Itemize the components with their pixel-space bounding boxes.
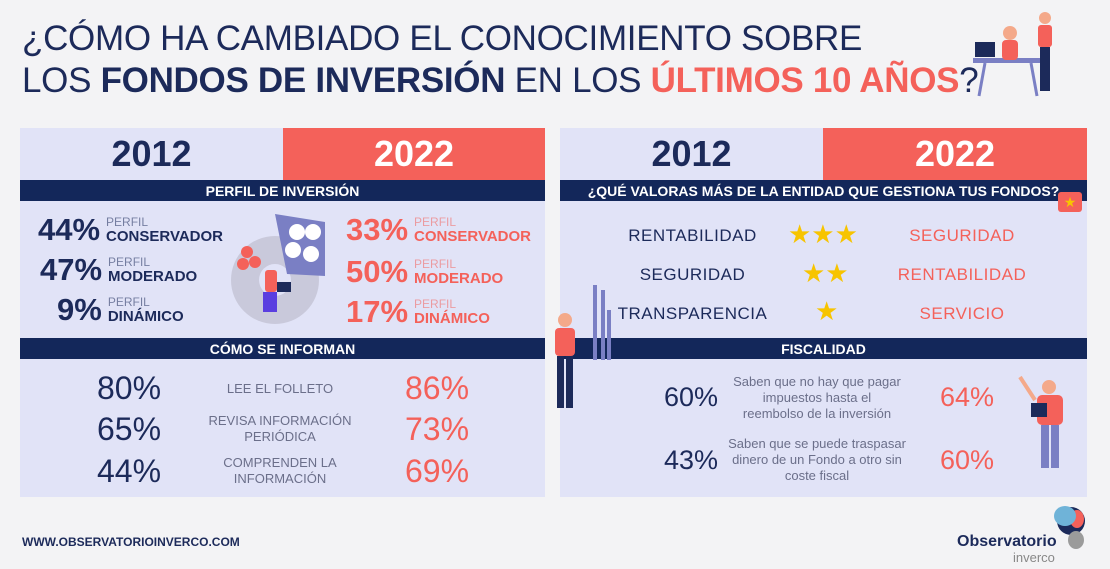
star-chat-icon: ★ (1058, 192, 1082, 212)
fiscalidad-label: Saben que se puede traspasar dinero de u… (728, 436, 906, 483)
logo-main-text: Observatorio (957, 533, 1057, 550)
logo-circles-icon (1054, 506, 1085, 549)
fiscalidad-2022-value: 64% (940, 382, 995, 412)
informan-label: LEE EL FOLLETO (226, 381, 334, 396)
informan-2012-value: 80% (97, 370, 162, 406)
informan-label: REVISA INFORMACIÓN PERIÓDICA (208, 413, 352, 444)
perfil-row: 9% PERFIL DINÁMICO (57, 292, 184, 327)
valoras-header: ¿QUÉ VALORAS MÁS DE LA ENTIDAD QUE GESTI… (560, 180, 1087, 201)
valoras-2022-item: SERVICIO (919, 304, 1005, 323)
valoras-2022-item: RENTABILIDAD (897, 265, 1027, 284)
stars-2-icon: ★★ (802, 258, 849, 288)
valoras-2022-item: SEGURIDAD (909, 226, 1015, 245)
informan-2012-value: 44% (97, 453, 162, 489)
year-2012-label: 2012 (111, 133, 192, 174)
perfil-row: 17% PERFIL DINÁMICO (346, 294, 490, 329)
pie-chart-woman-illustration (231, 214, 325, 324)
informan-2022-value: 69% (405, 453, 470, 489)
perfil-row: 44% PERFIL CONSERVADOR (38, 212, 224, 247)
stars-3-icon: ★★★ (788, 219, 858, 249)
valoras-2012-item: SEGURIDAD (639, 265, 746, 284)
man-tablet-illustration (1018, 375, 1063, 468)
observatorio-inverco-logo: Observatorio inverco (955, 505, 1095, 565)
informan-2012-value: 65% (97, 411, 162, 447)
informan-label: COMPRENDEN LA INFORMACIÓN (223, 455, 337, 486)
stars-1-icon: ★ (815, 296, 839, 326)
perfil-row: 47% PERFIL MODERADO (40, 252, 198, 287)
title-line-2: LOS FONDOS DE INVERSIÓN EN LOS ÚLTIMOS 1… (22, 61, 979, 100)
fiscalidad-2012-value: 60% (664, 382, 719, 412)
perfil-row: 50% PERFIL MODERADO (346, 254, 504, 289)
people-laptop-illustration (973, 12, 1052, 97)
fiscalidad-2022-value: 60% (940, 445, 995, 475)
year-2012-label: 2012 (651, 133, 732, 174)
fiscalidad-header: FISCALIDAD (560, 338, 1087, 359)
page-title: ¿CÓMO HA CAMBIADO EL CONOCIMIENTO SOBRE … (22, 18, 979, 102)
year-2022-label: 2022 (823, 128, 1087, 180)
informan-header: CÓMO SE INFORMAN (20, 338, 545, 359)
website-link[interactable]: WWW.OBSERVATORIOINVERCO.COM (22, 535, 240, 549)
valoras-2012-item: RENTABILIDAD (628, 226, 757, 245)
perfil-row: 33% PERFIL CONSERVADOR (346, 212, 532, 247)
informan-2022-value: 73% (405, 411, 470, 447)
man-bar-chart-illustration (555, 285, 611, 408)
fiscalidad-2012-value: 43% (664, 445, 719, 475)
informan-2022-value: 86% (405, 370, 470, 406)
perfil-header: PERFIL DE INVERSIÓN (20, 180, 545, 201)
logo-sub-text: inverco (1013, 550, 1055, 565)
title-line-1: ¿CÓMO HA CAMBIADO EL CONOCIMIENTO SOBRE (22, 19, 863, 58)
year-2022-label: 2022 (283, 128, 545, 180)
fiscalidad-label: Saben que no hay que pagar impuestos has… (733, 374, 901, 421)
valoras-2012-item: TRANSPARENCIA (617, 304, 768, 323)
